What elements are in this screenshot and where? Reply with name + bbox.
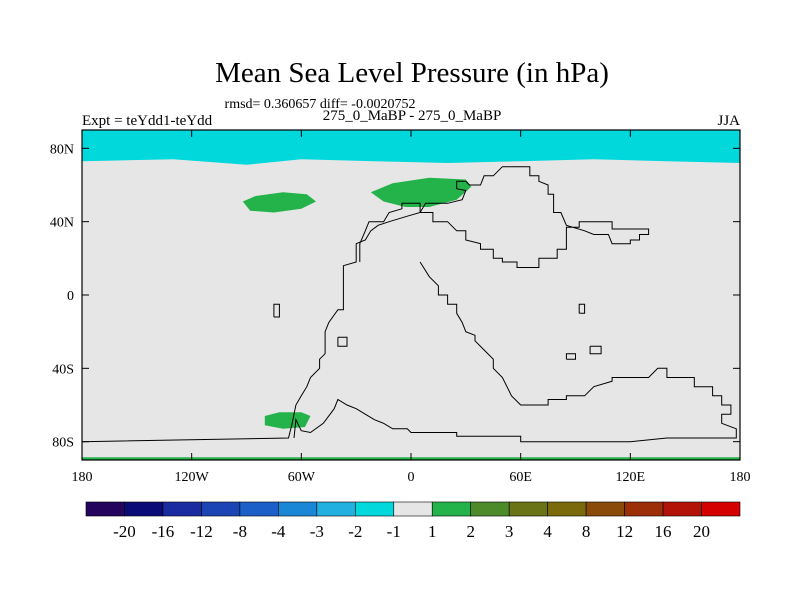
colorbar-label: 2 [466, 522, 475, 541]
colorbar-box [239, 501, 279, 517]
colorbar-box [508, 501, 548, 517]
x-tick-label: 120E [616, 470, 646, 485]
x-tick-label: 120W [175, 470, 210, 485]
colorbar-box [470, 501, 510, 517]
y-tick-label: 0 [67, 289, 74, 304]
colorbar-box [201, 501, 241, 517]
colorbar-label: -20 [113, 522, 136, 541]
coastline-island-e [578, 303, 586, 314]
colorbar-label: -12 [190, 522, 213, 541]
colorbar-box [431, 501, 472, 517]
x-tick-label: 60E [509, 470, 532, 485]
colorbar-label: -4 [271, 522, 286, 541]
x-tick-label: 60W [288, 470, 316, 485]
map-background [82, 130, 740, 460]
chart-title: Mean Sea Level Pressure (in hPa) [215, 57, 609, 89]
stats-line: rmsd= 0.360657 diff= -0.0020752 [225, 97, 416, 112]
colorbar-box [547, 501, 587, 517]
x-tick-label: 180 [730, 470, 751, 485]
colorbar-box [662, 501, 702, 517]
coastline-island-c [565, 353, 576, 360]
coastline-island-b [337, 336, 348, 347]
y-tick-label: 40N [50, 216, 74, 231]
colorbar-box [316, 501, 356, 517]
x-tick-label: 0 [408, 470, 415, 485]
region-north-atlantic-blob [242, 192, 316, 213]
coastline-gondwana-east [293, 261, 737, 443]
y-tick-label: 80N [50, 142, 74, 157]
colorbar-label: -8 [233, 522, 247, 541]
colorbar-box [585, 501, 625, 517]
season-label: JJA [717, 113, 740, 129]
y-tick-label: 80S [52, 436, 74, 451]
comparison-label: 275_0_MaBP - 275_0_MaBP [323, 108, 502, 124]
coastline-island-a [273, 303, 280, 318]
map-plot [81, 129, 741, 461]
colorbar-label: 20 [693, 522, 710, 541]
colorbar-label: 16 [655, 522, 672, 541]
colorbar-box [354, 501, 395, 517]
colorbar-box [162, 501, 202, 517]
colorbar-box [85, 501, 125, 517]
coastline-pangea [81, 166, 650, 443]
region-north-polar-band [82, 130, 740, 165]
region-antarctic-peninsula-blob [264, 412, 311, 429]
colorbar-label: 1 [428, 522, 437, 541]
map-axes: 180 120W 60W 0 60E 120E 180 80N 40N 0 40S 80S [50, 130, 751, 485]
x-tick-label: 180 [72, 470, 93, 485]
colorbar-box [701, 501, 741, 517]
coastline-island-d [589, 345, 602, 355]
colorbar-label: 3 [505, 522, 514, 541]
y-tick-label: 40S [52, 362, 74, 377]
colorbar-label: -16 [152, 522, 175, 541]
colorbar: -20 -16 -12 -8 -4 -3 -2 -1 1 2 3 4 8 12 16 20 [85, 501, 741, 541]
colorbar-label: -2 [348, 522, 362, 541]
colorbar-box [393, 501, 433, 517]
region-europe-blob [370, 177, 472, 207]
colorbar-box [624, 501, 664, 517]
colorbar-box [124, 501, 164, 517]
colorbar-label: -1 [387, 522, 401, 541]
colorbar-label: 12 [616, 522, 633, 541]
colorbar-box [278, 501, 318, 517]
colorbar-label: 8 [582, 522, 591, 541]
experiment-label: Expt = teYdd1-teYdd [82, 113, 213, 129]
colorbar-label: 4 [543, 522, 552, 541]
colorbar-label: -3 [310, 522, 324, 541]
